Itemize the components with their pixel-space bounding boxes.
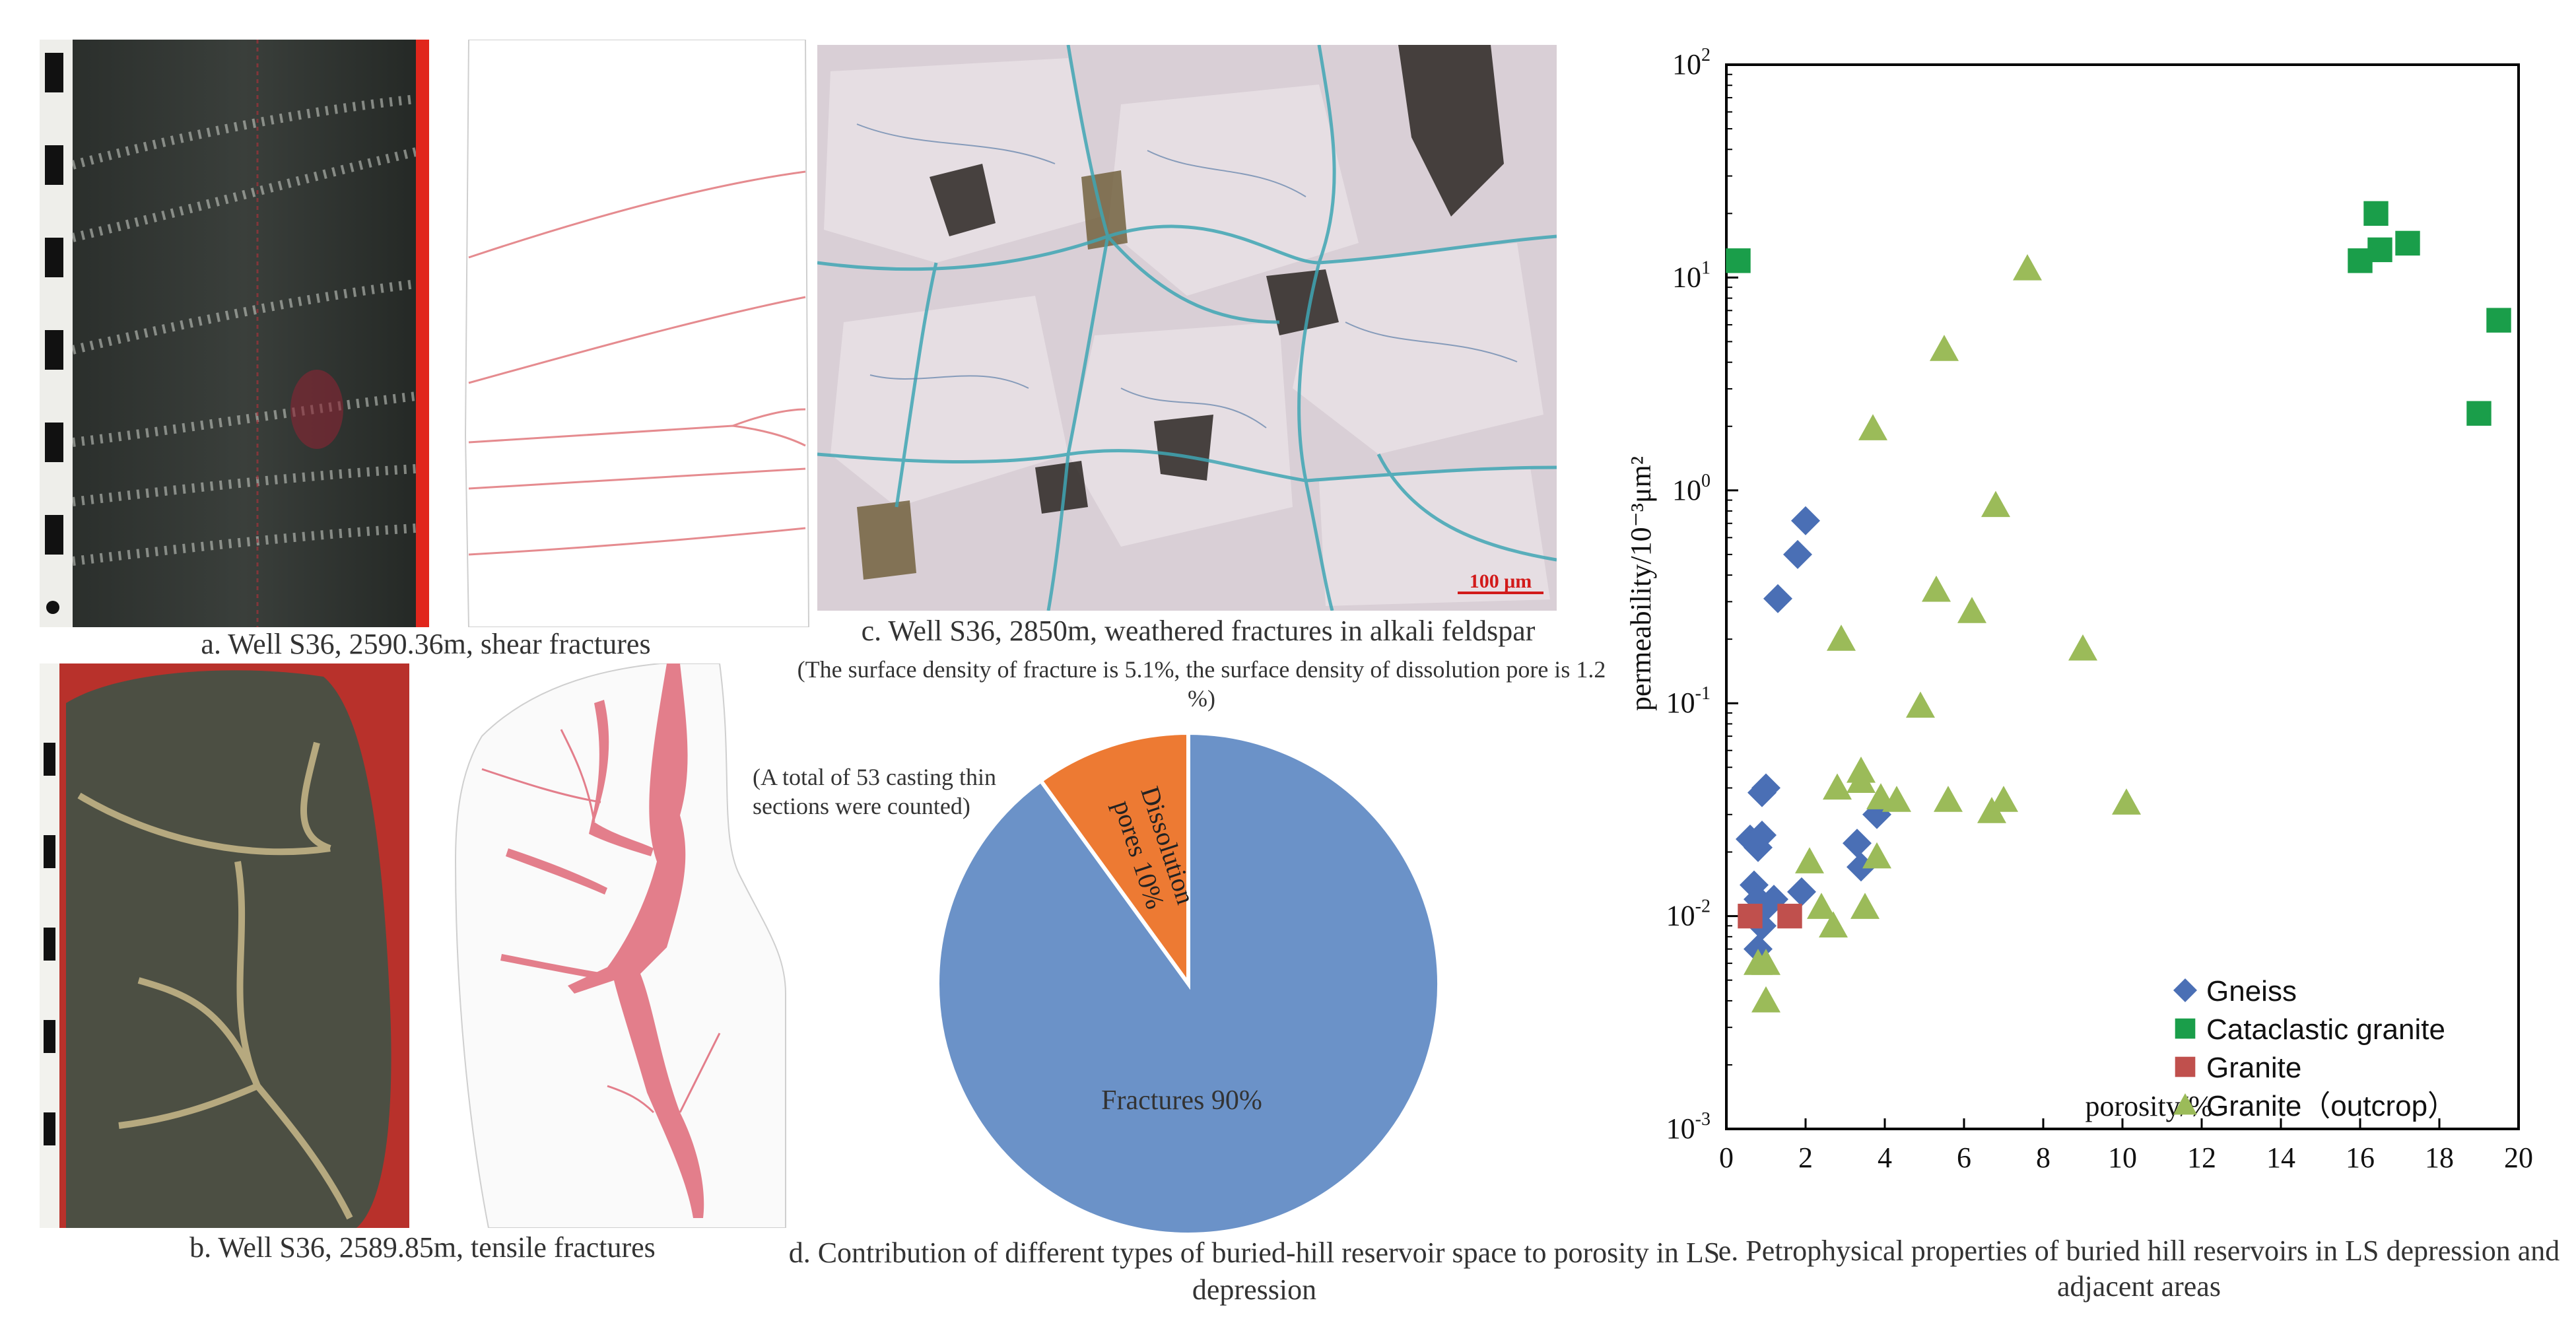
core-photo-a <box>40 40 429 627</box>
cataclastic-granite-point <box>1726 248 1751 273</box>
gneiss-point <box>1747 821 1777 850</box>
granite-outcrop-point <box>1930 335 1959 361</box>
granite-outcrop-point <box>2068 634 2097 661</box>
granite-outcrop-point <box>1847 766 1876 793</box>
x-tick-label: 12 <box>2187 1141 2216 1174</box>
granite-outcrop-point <box>1934 786 1963 812</box>
micrograph-c: 100 μm <box>817 45 1557 611</box>
plot-frame <box>1725 63 2520 1130</box>
fracture-sketch-b <box>454 663 786 1228</box>
scatter-chart-e: 0 2 4 6 8 10 12 14 16 18 20 10-3 10-2 10-1 100 101 102 po… <box>1625 45 2533 1174</box>
legend-label-granite-outcrop: Granite（outcrop） <box>2206 1090 2457 1122</box>
granite-outcrop-point <box>1922 575 1951 602</box>
legend-marker-cataclastic-granite <box>2175 1018 2196 1039</box>
y-tick-label: 10-1 <box>1666 683 1711 719</box>
cataclastic-granite-point <box>2486 308 2511 333</box>
gneiss-point <box>1763 584 1792 613</box>
granite-outcrop-point <box>1819 911 1848 937</box>
granite-outcrop-point <box>1957 597 1986 623</box>
axes-group: 0 2 4 6 8 10 12 14 16 18 20 10-3 10-2 10-1 100 101 102 po… <box>1625 45 2533 1174</box>
granite-outcrop-point <box>2112 788 2141 815</box>
points-group <box>1726 201 2511 1013</box>
granite-outcrop-point <box>1807 893 1836 919</box>
panel-b <box>40 663 805 1228</box>
scale-bar-label: 100 μm <box>1470 570 1532 592</box>
granite-outcrop-point <box>1906 691 1935 718</box>
x-tick-label: 20 <box>2504 1141 2533 1174</box>
granite-point <box>1738 903 1763 929</box>
core-photo-b <box>40 663 409 1228</box>
granite-outcrop-point <box>1751 949 1780 975</box>
x-tick-label: 2 <box>1798 1141 1813 1174</box>
granite-outcrop-point <box>1751 986 1780 1013</box>
granite-outcrop-point <box>1827 625 1856 651</box>
gneiss-point <box>1783 539 1812 569</box>
note-d: (A total of 53 casting thin sections wer… <box>753 764 996 819</box>
granite-outcrop-point <box>1981 491 2010 518</box>
legend-label-granite: Granite <box>2206 1052 2301 1084</box>
y-tick-label: 10-2 <box>1666 897 1711 932</box>
gneiss-point <box>1843 829 1872 858</box>
granite-outcrop-point <box>2013 254 2042 281</box>
caption-b: b. Well S36, 2589.85m, tensile fractures <box>189 1231 656 1264</box>
y-tick-label: 101 <box>1672 257 1711 293</box>
x-tick-label: 18 <box>2425 1141 2454 1174</box>
granite-point <box>1777 903 1802 929</box>
caption-d: d. Contribution of different types of bu… <box>788 1237 1720 1306</box>
caption-e: e. Petrophysical properties of buried hi… <box>1718 1235 2560 1303</box>
fracture-sketch-a <box>464 40 810 627</box>
y-tick-label: 10-3 <box>1666 1109 1711 1145</box>
granite-outcrop-point <box>1795 847 1824 873</box>
legend-marker-granite-outcrop <box>2173 1093 2197 1115</box>
y-axis-label: permeability/10⁻³μm² <box>1625 456 1657 711</box>
note-c: (The surface density of fracture is 5.1%… <box>797 656 1606 712</box>
legend-group: Gneiss Cataclastic granite Granite Granite（… <box>2173 975 2457 1122</box>
gneiss-point <box>1751 773 1780 803</box>
pie-slice-dissolution <box>1038 730 1190 990</box>
x-tick-label: 0 <box>1719 1141 1734 1174</box>
caption-c: c. Well S36, 2850m, weathered fractures … <box>861 615 1536 647</box>
granite-outcrop-point <box>1862 842 1891 869</box>
granite-outcrop-point <box>1882 786 1911 812</box>
cataclastic-granite-point <box>2348 248 2373 273</box>
pie-group: Fractures 90%Dissolutionpores 10% <box>935 730 1441 1237</box>
legend-marker-granite <box>2175 1056 2196 1077</box>
gneiss-point <box>1791 506 1820 535</box>
x-tick-label: 14 <box>2266 1141 2295 1174</box>
x-tick-label: 16 <box>2346 1141 2375 1174</box>
y-tick-label: 102 <box>1672 45 1711 81</box>
granite-outcrop-point <box>1989 786 2018 812</box>
y-tick-label: 100 <box>1672 471 1711 506</box>
panel-a <box>40 40 812 627</box>
legend-marker-gneiss <box>2173 978 2197 1002</box>
caption-a: a. Well S36, 2590.36m, shear fractures <box>201 628 651 660</box>
granite-outcrop-point <box>1850 893 1880 919</box>
granite-outcrop-point <box>1823 773 1852 800</box>
gneiss-point <box>1787 877 1816 906</box>
legend-label-gneiss: Gneiss <box>2206 975 2297 1007</box>
cataclastic-granite-point <box>2363 201 2389 226</box>
x-axis-label: porosity/% <box>2085 1090 2212 1122</box>
cataclastic-granite-point <box>2466 401 2491 426</box>
x-tick-label: 4 <box>1878 1141 1892 1174</box>
granite-outcrop-point <box>1858 414 1887 440</box>
legend-label-cataclastic-granite: Cataclastic granite <box>2206 1013 2445 1046</box>
pie-label-fractures: Fractures 90% <box>1101 1085 1262 1116</box>
x-tick-label: 6 <box>1957 1141 1971 1174</box>
x-tick-label: 10 <box>2108 1141 2137 1174</box>
pie-chart-d: Fractures 90%Dissolutionpores 10% <box>935 730 1441 1237</box>
x-tick-label: 8 <box>2036 1141 2051 1174</box>
cataclastic-granite-point <box>2395 230 2420 256</box>
